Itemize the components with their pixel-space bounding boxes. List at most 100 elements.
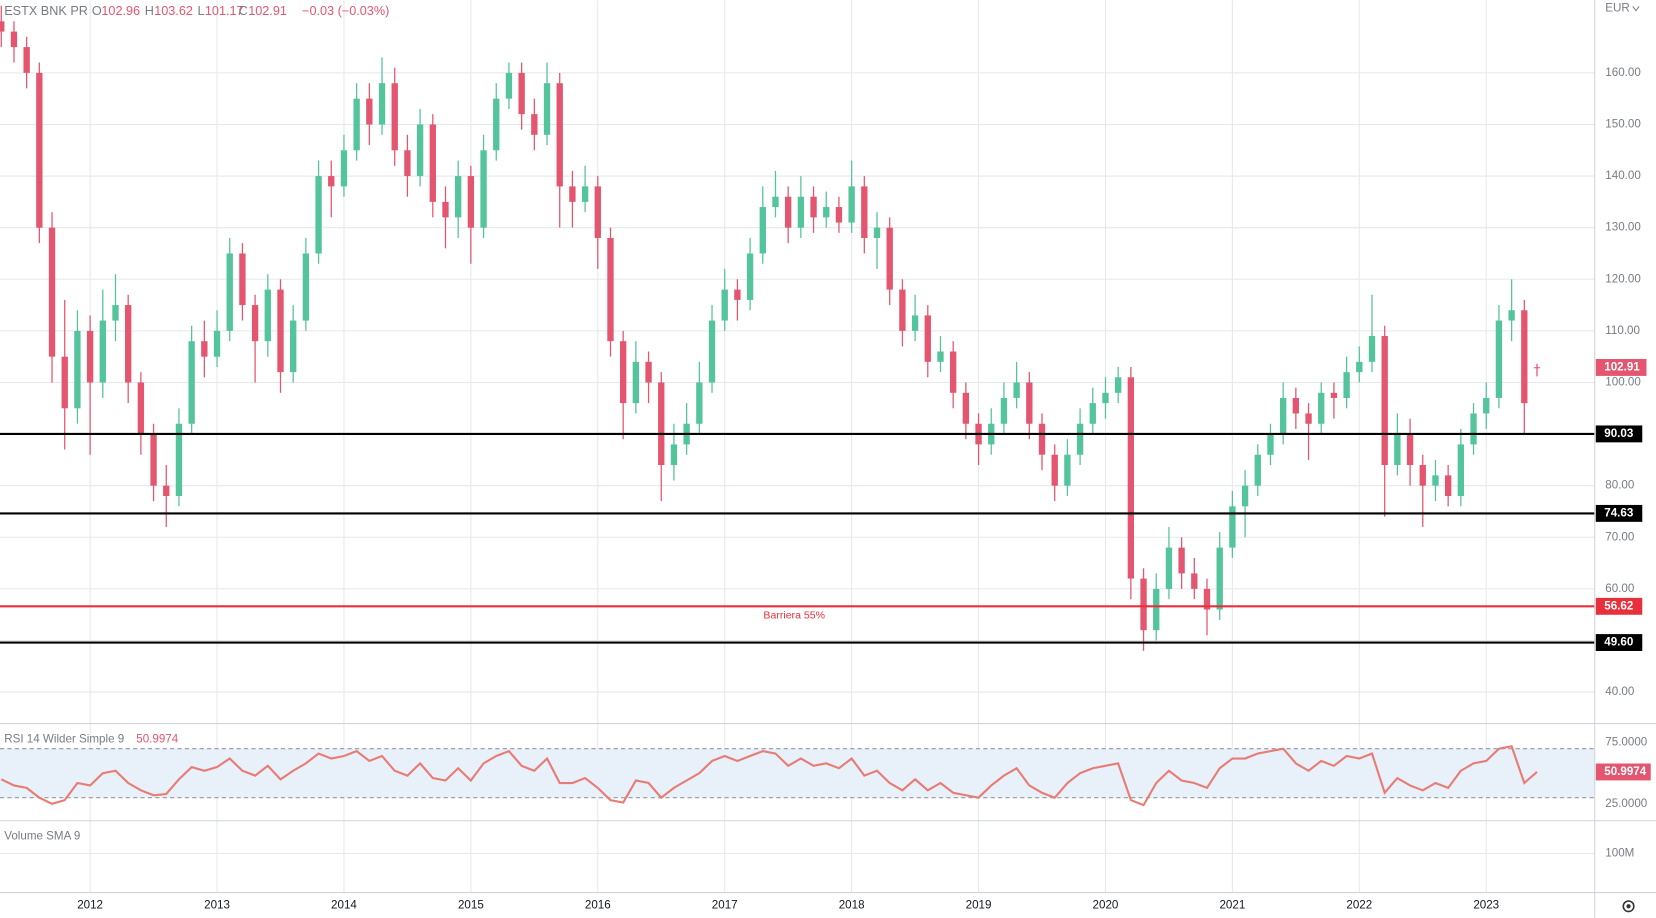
level-tag bbox=[1595, 634, 1643, 651]
candle-body bbox=[1406, 434, 1414, 466]
candle-body bbox=[1330, 392, 1338, 398]
candle-body bbox=[328, 176, 335, 187]
candle-body bbox=[835, 207, 843, 223]
candle-body bbox=[1254, 454, 1261, 486]
candle-body bbox=[61, 356, 68, 409]
candle-body bbox=[86, 330, 94, 383]
candle-body bbox=[645, 361, 652, 383]
y-tick-label: 60.00 bbox=[1605, 582, 1634, 595]
x-tick-label: 2015 bbox=[458, 898, 484, 911]
candle-body bbox=[201, 341, 208, 357]
candle-body bbox=[467, 176, 475, 228]
x-tick-label: 2013 bbox=[204, 898, 230, 911]
candle-body bbox=[1318, 392, 1325, 424]
rsi-last-tag bbox=[1595, 763, 1651, 781]
candle-body bbox=[861, 186, 868, 238]
volume-title: Volume SMA 9 bbox=[4, 830, 80, 843]
candle-body bbox=[1457, 444, 1465, 496]
candle-body bbox=[696, 382, 703, 424]
x-tick-label: 2017 bbox=[712, 898, 738, 911]
y-tick-label: 80.00 bbox=[1605, 479, 1634, 492]
header-low: 101.17 bbox=[205, 4, 244, 18]
y-tick-label: 40.00 bbox=[1605, 685, 1634, 698]
candle-body bbox=[1305, 413, 1312, 424]
candle-body bbox=[48, 227, 56, 357]
x-tick-label: 2023 bbox=[1473, 898, 1499, 911]
level-note: Barriera 55% bbox=[763, 610, 825, 622]
candle-body bbox=[1444, 475, 1452, 496]
candle-body bbox=[1165, 547, 1173, 589]
candle-body bbox=[1381, 336, 1388, 466]
header-high: 103.62 bbox=[154, 4, 193, 18]
candle-body bbox=[416, 124, 424, 177]
candle-body bbox=[404, 150, 411, 177]
candle-body bbox=[632, 361, 640, 404]
candle-body bbox=[302, 253, 310, 321]
candle-body bbox=[581, 186, 589, 202]
candle-body bbox=[226, 253, 233, 331]
candle-body bbox=[785, 196, 792, 228]
y-tick-label: 120.00 bbox=[1605, 272, 1641, 285]
candle-body bbox=[442, 201, 449, 218]
header-l: L bbox=[197, 4, 204, 18]
candle-body bbox=[353, 98, 360, 151]
grid-layer bbox=[0, 0, 1595, 893]
candle-body bbox=[899, 289, 906, 331]
candle-body bbox=[670, 444, 678, 466]
candle-body bbox=[1114, 377, 1122, 393]
candle-body bbox=[125, 305, 132, 383]
level-tag bbox=[1595, 425, 1643, 443]
candle-body bbox=[277, 289, 284, 373]
candle-body bbox=[1432, 475, 1439, 486]
candle-body bbox=[810, 196, 817, 218]
candle-body bbox=[1140, 578, 1147, 631]
candle-body bbox=[1292, 397, 1300, 414]
header-o: O bbox=[92, 4, 102, 18]
candle-body bbox=[1356, 361, 1363, 373]
candle-body bbox=[150, 434, 157, 486]
candle-body bbox=[556, 83, 563, 187]
candle-body bbox=[823, 207, 830, 218]
candle-body bbox=[290, 320, 297, 373]
settings-hub[interactable] bbox=[1626, 904, 1631, 909]
candle-body bbox=[569, 186, 576, 202]
candle-body bbox=[378, 83, 386, 125]
candle-body bbox=[962, 392, 970, 424]
header-close: 102.91 bbox=[248, 4, 287, 18]
candle-body bbox=[949, 351, 957, 393]
candle-body bbox=[1026, 382, 1033, 424]
candle-body bbox=[658, 382, 665, 466]
candle-body bbox=[315, 176, 322, 254]
candle-body bbox=[213, 330, 221, 357]
candle-body bbox=[1153, 588, 1160, 631]
candle-body bbox=[518, 72, 525, 115]
currency-caret bbox=[1632, 6, 1640, 12]
level-label: 49.60 bbox=[1604, 636, 1633, 649]
candle-body bbox=[1013, 382, 1020, 398]
x-tick-label: 2020 bbox=[1093, 898, 1119, 911]
chart-title: ESTX BNK PR bbox=[4, 4, 88, 18]
y-tick-label: 110.00 bbox=[1605, 324, 1640, 337]
candle-body bbox=[99, 320, 106, 383]
rsi-value: 50.9974 bbox=[136, 732, 179, 745]
x-tick-label: 2012 bbox=[77, 898, 103, 911]
candle-body bbox=[1343, 372, 1350, 398]
candle-body bbox=[1241, 485, 1249, 507]
candle-body bbox=[74, 330, 81, 409]
candle-body bbox=[23, 47, 30, 73]
candle-body bbox=[340, 150, 348, 187]
y-tick-label: 160.00 bbox=[1605, 66, 1641, 79]
header-c: C bbox=[239, 4, 248, 18]
settings-ring[interactable] bbox=[1622, 900, 1635, 913]
candle-body bbox=[607, 237, 614, 342]
labels-layer: 2012 2013 2014 2015 2016 2017 2018 2019 2020 2021… bbox=[77, 66, 1651, 911]
candle-body bbox=[137, 382, 145, 435]
marks-layer bbox=[0, 5, 1595, 807]
candle-body bbox=[429, 124, 436, 202]
candle-body bbox=[455, 176, 462, 218]
settings-icon[interactable] bbox=[1622, 900, 1635, 913]
candle-body bbox=[746, 253, 754, 300]
x-tick-label: 2014 bbox=[331, 898, 357, 911]
candle-body bbox=[163, 485, 170, 496]
candle-body bbox=[1279, 397, 1287, 435]
